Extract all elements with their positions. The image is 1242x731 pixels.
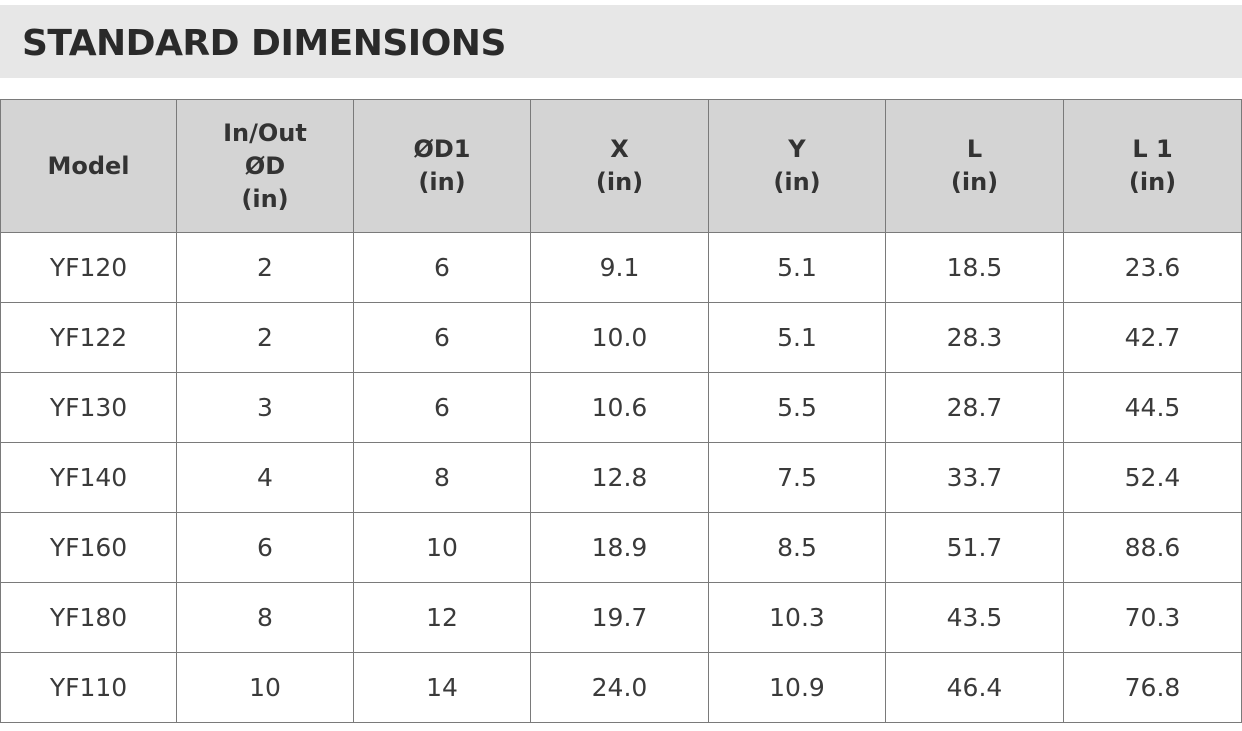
column-header: L 1 (in) [1063, 99, 1242, 233]
value-cell: 4 [176, 442, 354, 513]
value-cell: 6 [353, 302, 531, 373]
header-line: (in) [418, 168, 466, 196]
value-cell: 76.8 [1063, 652, 1242, 723]
header-line: Model [47, 151, 130, 180]
value-cell: 19.7 [530, 582, 709, 653]
value-cell: 2 [176, 302, 354, 373]
value-cell: 46.4 [885, 652, 1064, 723]
table-row: YF140 4 8 12.8 7.5 33.7 52.4 [0, 442, 1242, 513]
header-line: Y [788, 135, 806, 163]
column-header: ØD1 (in) [353, 99, 531, 233]
table-row: YF122 2 6 10.0 5.1 28.3 42.7 [0, 302, 1242, 373]
value-cell: 28.7 [885, 372, 1064, 443]
value-cell: 10 [176, 652, 354, 723]
value-cell: 23.6 [1063, 232, 1242, 303]
header-line: L [966, 135, 983, 163]
table-row: YF120 2 6 9.1 5.1 18.5 23.6 [0, 232, 1242, 303]
value-cell: 28.3 [885, 302, 1064, 373]
value-cell: 2 [176, 232, 354, 303]
model-cell: YF160 [0, 512, 177, 583]
model-cell: YF110 [0, 652, 177, 723]
value-cell: 10.3 [708, 582, 886, 653]
value-cell: 42.7 [1063, 302, 1242, 373]
header-line: In/Out [223, 118, 307, 147]
column-header: L (in) [885, 99, 1064, 233]
value-cell: 10.9 [708, 652, 886, 723]
value-cell: 10.6 [530, 372, 709, 443]
value-cell: 10.0 [530, 302, 709, 373]
value-cell: 44.5 [1063, 372, 1242, 443]
header-line: ØD1 [413, 135, 471, 163]
value-cell: 5.5 [708, 372, 886, 443]
value-cell: 24.0 [530, 652, 709, 723]
value-cell: 12.8 [530, 442, 709, 513]
value-cell: 51.7 [885, 512, 1064, 583]
value-cell: 6 [353, 232, 531, 303]
header-line: (in) [773, 168, 821, 196]
column-header: In/Out ØD (in) [176, 99, 354, 233]
value-cell: 14 [353, 652, 531, 723]
header-line: (in) [950, 168, 999, 196]
model-cell: YF140 [0, 442, 177, 513]
value-cell: 6 [353, 372, 531, 443]
value-cell: 5.1 [708, 232, 886, 303]
table-row: YF130 3 6 10.6 5.5 28.7 44.5 [0, 372, 1242, 443]
dimensions-table: Model In/Out ØD (in) ØD1 (in) X (in) Y (in) L (in) L… [0, 99, 1242, 723]
value-cell: 8 [353, 442, 531, 513]
table-row: YF160 6 10 18.9 8.5 51.7 88.6 [0, 512, 1242, 583]
title: STANDARD DIMENSIONS [22, 23, 506, 64]
value-cell: 33.7 [885, 442, 1064, 513]
header-row: Model In/Out ØD (in) ØD1 (in) X (in) Y (in) L (in) L… [0, 99, 1242, 233]
value-cell: 12 [353, 582, 531, 653]
model-cell: YF130 [0, 372, 177, 443]
value-cell: 6 [176, 512, 354, 583]
column-header: Model [0, 99, 177, 233]
table-row: YF110 10 14 24.0 10.9 46.4 76.8 [0, 652, 1242, 723]
value-cell: 8.5 [708, 512, 886, 583]
column-header: X (in) [530, 99, 709, 233]
header-line: (in) [1128, 168, 1177, 196]
header-line: ØD [244, 151, 286, 180]
model-cell: YF122 [0, 302, 177, 373]
value-cell: 7.5 [708, 442, 886, 513]
model-cell: YF120 [0, 232, 177, 303]
table-row: YF180 8 12 19.7 10.3 43.5 70.3 [0, 582, 1242, 653]
header-line: X [610, 135, 629, 163]
table-body: YF120 2 6 9.1 5.1 18.5 23.6 YF122 2 6 10.0 5.1 28.3 4… [0, 232, 1242, 723]
value-cell: 8 [176, 582, 354, 653]
value-cell: 52.4 [1063, 442, 1242, 513]
header-line: L 1 [1132, 135, 1173, 163]
value-cell: 9.1 [530, 232, 709, 303]
value-cell: 43.5 [885, 582, 1064, 653]
value-cell: 18.5 [885, 232, 1064, 303]
value-cell: 18.9 [530, 512, 709, 583]
column-header: Y (in) [708, 99, 886, 233]
value-cell: 10 [353, 512, 531, 583]
value-cell: 88.6 [1063, 512, 1242, 583]
header-line: (in) [595, 168, 644, 196]
value-cell: 70.3 [1063, 582, 1242, 653]
value-cell: 3 [176, 372, 354, 443]
title-band: STANDARD DIMENSIONS [0, 5, 1242, 78]
value-cell: 5.1 [708, 302, 886, 373]
header-line: (in) [241, 184, 289, 213]
model-cell: YF180 [0, 582, 177, 653]
